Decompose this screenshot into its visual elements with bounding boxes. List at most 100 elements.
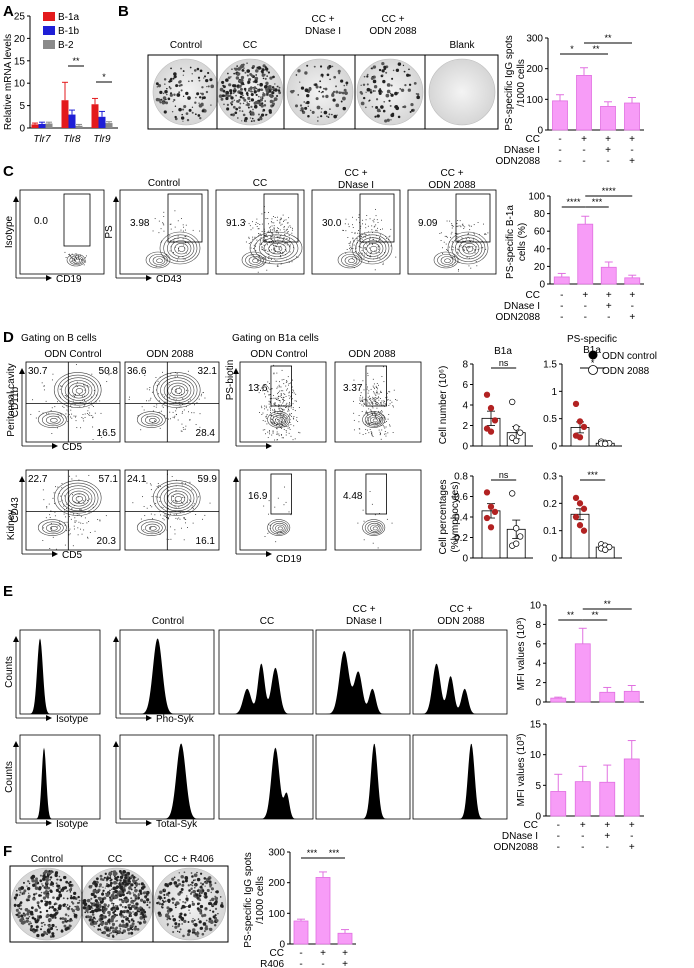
flow-event (379, 236, 380, 238)
contour (462, 243, 477, 255)
row-label-dnase-i: DNase I (502, 831, 538, 842)
flow-event (452, 264, 453, 266)
column-title: ODN Control (250, 349, 307, 360)
flow-event (446, 249, 448, 251)
elispot-spot (103, 903, 107, 907)
flow-event (66, 521, 68, 523)
flow-event (177, 518, 178, 520)
flow-event (271, 422, 273, 423)
elispot-spot (138, 883, 141, 886)
elispot-spot (199, 904, 204, 909)
elispot-spot (394, 105, 398, 109)
flow-event (370, 256, 372, 258)
row-label-cc: CC (524, 820, 538, 831)
flow-event (151, 496, 153, 498)
elispot-spot (169, 87, 172, 90)
flow-event (462, 240, 464, 242)
flow-event (270, 237, 272, 239)
data-point-odn-control (487, 404, 495, 412)
flow-event (58, 492, 60, 494)
flow-event (440, 232, 442, 234)
flow-event (349, 242, 351, 244)
flow-event (154, 514, 156, 516)
well-title-cc: CC (243, 40, 257, 51)
flow-event (178, 506, 180, 508)
flow-event (295, 419, 297, 421)
elispot-spot (366, 73, 369, 76)
column-title: ODN 2088 (146, 349, 194, 360)
elispot-spot (111, 926, 115, 930)
flow-event (288, 409, 290, 410)
flow-event (357, 242, 358, 244)
elispot-spot (130, 897, 133, 900)
chart-e-ylabel: MFI values (10³) (516, 618, 527, 691)
elispot-spot (100, 923, 104, 927)
flow-event (382, 264, 384, 266)
flow-event (284, 412, 286, 414)
flow-event (188, 385, 190, 387)
chart-f-bar (315, 877, 331, 945)
elispot-spot (178, 931, 181, 933)
elispot-spot (36, 933, 40, 938)
elispot-spot (15, 908, 19, 912)
histogram-frame (19, 734, 101, 820)
flow-event (282, 437, 284, 439)
flow-event (162, 406, 164, 408)
flow-event (396, 399, 398, 401)
flow-event (32, 399, 34, 401)
elispot-spot (260, 96, 262, 98)
flow-event (261, 414, 263, 415)
flow-event (182, 256, 184, 257)
elispot-spot (109, 881, 113, 885)
chart-c-tick-label: 0 (539, 280, 545, 291)
flow-event (474, 249, 476, 251)
contour (245, 253, 264, 267)
axis-arrowhead (146, 275, 152, 281)
elispot-spot (376, 114, 380, 118)
flow-event (343, 229, 344, 231)
elispot-spot (381, 91, 384, 93)
flow-event (158, 220, 160, 222)
flow-event (456, 251, 458, 253)
elispot-spot (130, 900, 134, 904)
elispot-spot (99, 874, 103, 878)
flow-event (368, 402, 370, 404)
elispot-spot (205, 907, 207, 910)
row-symbol: + (629, 156, 635, 167)
row-symbol: - (581, 842, 584, 853)
flow-event (100, 412, 102, 414)
flow-event (288, 406, 290, 408)
flow-event (180, 405, 182, 407)
flow-event (464, 240, 466, 242)
chart-e1-bar (550, 697, 567, 703)
elispot-spot (105, 922, 109, 925)
elispot-spot (224, 91, 227, 94)
flow-event (273, 227, 275, 229)
elispot-spot (143, 910, 147, 914)
contour (455, 237, 483, 260)
elispot-spot (381, 62, 385, 66)
elispot-spot (311, 110, 315, 114)
elispot-spot (134, 886, 137, 889)
flow-event (71, 413, 73, 415)
flow-event (456, 233, 458, 235)
flow-event (269, 401, 271, 403)
elispot-spot (54, 873, 58, 878)
flow-event (286, 222, 288, 224)
flow-event (284, 226, 286, 228)
flow-event (69, 253, 70, 255)
flow-event (265, 416, 267, 418)
flow-event (293, 390, 295, 392)
flow-event (189, 481, 191, 483)
elispot-spot (243, 98, 247, 102)
elispot-spot (372, 79, 377, 84)
flow-event (282, 416, 284, 418)
flow-event (371, 398, 373, 400)
flow-event (182, 411, 183, 413)
axis-arrowhead (52, 551, 58, 557)
flow-event (290, 413, 292, 414)
flow-event (269, 242, 271, 244)
flow-event (288, 511, 290, 513)
elispot-spot (116, 920, 118, 922)
